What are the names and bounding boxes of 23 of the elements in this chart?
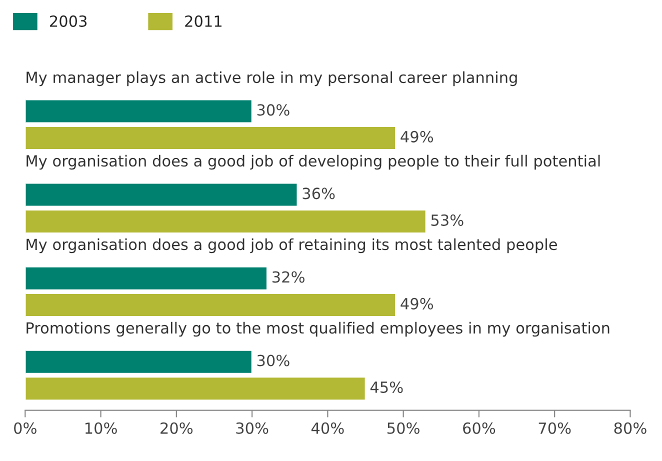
x-tick-label: 0% [14,422,36,434]
x-tick-label: 20% [160,422,193,434]
y-tick-label: My organisation does a good job of retaining its most talented people [26,238,557,254]
data-label: 30% [257,354,290,366]
x-tick-label: 10% [85,422,117,434]
data-label: 49% [400,130,434,142]
x-tick-label: 70% [538,422,571,434]
y-tick-label: Promotions generally go to the most qualified employees in my organisation [26,322,610,337]
x-tick-label: 40% [311,422,344,434]
data-label: 36% [302,188,335,200]
legend-label: 2011 [185,15,222,27]
x-tick-label: 30% [236,422,268,434]
y-tick-label: My organisation does a good job of developing people to their full potential [26,154,600,170]
data-label: 45% [370,381,403,394]
x-tick-label: 60% [463,422,496,434]
data-label: 53% [431,214,464,226]
x-tick-label: 80% [614,422,646,434]
data-label: 30% [257,104,290,116]
data-label: 32% [272,271,304,283]
data-label: 49% [400,298,434,310]
y-tick-label: My manager plays an active role in my personal career planning [26,71,517,86]
legend-label: 2003 [50,15,87,27]
x-tick-label: 50% [388,422,420,434]
